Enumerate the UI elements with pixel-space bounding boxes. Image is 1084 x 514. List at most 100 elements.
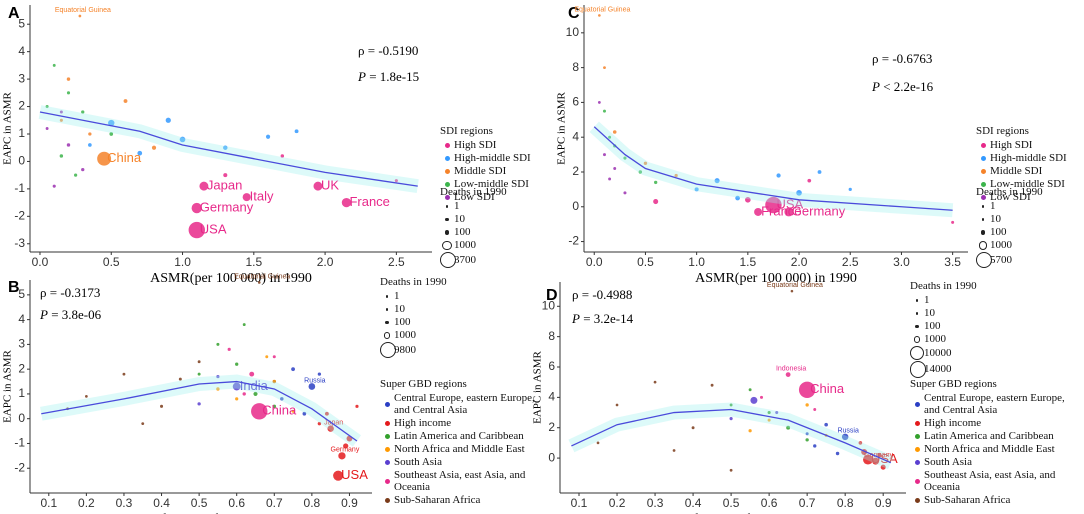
point	[848, 187, 852, 191]
point	[216, 387, 220, 391]
legend-title: SDI regions	[440, 125, 493, 137]
legend-dot	[384, 420, 390, 426]
size-dot	[913, 336, 921, 343]
trend-line	[39, 111, 418, 187]
point-label: Equatorial Guinea	[55, 7, 111, 14]
legend-title: SDI regions	[976, 125, 1029, 137]
legend-glyph	[380, 456, 394, 468]
x-tick-label: 0.6	[228, 496, 245, 510]
legend-glyph	[380, 417, 394, 429]
legend-glyph	[440, 191, 454, 203]
p-text: < 2.2e-16	[883, 79, 933, 94]
size-legend-item: 10	[976, 213, 1084, 225]
y-axis-title: EAPC in ASMR	[532, 350, 544, 423]
size-label: 1000	[990, 239, 1012, 251]
legend-glyph	[440, 139, 454, 151]
size-dot	[444, 230, 450, 235]
legend-item: Central Europe, eastern Europe, and Cent…	[380, 392, 550, 416]
legend-label: High SDI	[990, 139, 1033, 151]
point	[232, 382, 241, 391]
size-legend-item: 5700	[976, 252, 1084, 269]
size-label: 14000	[924, 363, 952, 376]
point-label: Russia	[837, 428, 859, 435]
legend-glyph	[976, 191, 990, 203]
point	[317, 372, 322, 376]
point	[66, 91, 71, 95]
size-dot	[980, 230, 986, 235]
point	[767, 418, 771, 422]
legend-glyph	[910, 456, 924, 468]
legend-label: Southeast Asia, east Asia, and Oceania	[924, 469, 1056, 493]
legend-dot	[384, 459, 390, 465]
size-glyph	[976, 226, 990, 238]
point	[355, 404, 359, 408]
point-label: Germany	[331, 447, 360, 454]
x-axis-title: Socio-demographic in 2019	[123, 512, 279, 514]
size-legend: Deaths in 1990 1 10 100 1000 9800	[380, 276, 550, 359]
legend-dot	[444, 168, 450, 174]
point	[672, 449, 676, 452]
size-legend-item: 14000	[910, 361, 1080, 378]
size-glyph	[380, 303, 394, 315]
y-tick-label: 0	[572, 199, 579, 213]
point	[612, 130, 617, 134]
point	[66, 143, 71, 147]
point	[165, 117, 171, 123]
point	[858, 441, 863, 445]
size-glyph	[910, 361, 927, 378]
point	[59, 154, 64, 158]
size-dot	[385, 320, 389, 325]
point	[341, 197, 352, 208]
size-dot	[385, 308, 389, 311]
size-label: 100	[454, 226, 471, 238]
x-tick-label: 2.0	[791, 255, 808, 269]
x-tick-label: 0.1	[40, 496, 57, 510]
legend-item: High SDI	[976, 139, 1084, 151]
size-glyph	[440, 239, 454, 251]
legend-label: Latin America and Caribbean	[924, 430, 1054, 442]
legend-label: Central Europe, eastern Europe, and Cent…	[924, 392, 1065, 416]
size-label: 10000	[924, 347, 952, 360]
size-label: 1000	[394, 329, 416, 341]
size-legend-title: Deaths in 1990	[380, 276, 447, 288]
legend-glyph	[910, 475, 924, 487]
p-text: = 3.2e-14	[583, 311, 633, 326]
size-legend: Deaths in 1990 1 10 100 1000 10000 14000	[910, 280, 1080, 379]
legend-dot	[444, 194, 450, 200]
legend-label: South Asia	[924, 456, 972, 468]
point-label: Indonesia	[776, 365, 806, 372]
y-tick-label: 6	[548, 359, 555, 373]
rho: ρ = -0.6763	[872, 51, 932, 66]
point	[199, 181, 209, 191]
point	[223, 145, 228, 150]
legend-label: High income	[394, 417, 452, 429]
point	[338, 452, 346, 460]
size-legend-title: Deaths in 1990	[976, 186, 1043, 198]
point	[81, 110, 85, 114]
point-label: Equatorial Guinea	[234, 273, 290, 280]
y-tick-label: 0	[18, 154, 25, 168]
legend-label: Middle SDI	[990, 165, 1043, 177]
trend-line	[41, 380, 358, 442]
point	[750, 396, 758, 404]
point	[317, 421, 322, 426]
legend-glyph	[976, 165, 990, 177]
point	[108, 119, 115, 127]
x-tick-label: 0.1	[571, 496, 588, 510]
group-legend: Super GBD regions Central Europe, eastern…	[910, 378, 1080, 507]
size-glyph	[440, 252, 457, 269]
size-dot	[440, 252, 457, 269]
point	[759, 395, 764, 399]
size-dot	[981, 205, 985, 208]
legend-dot	[980, 168, 986, 174]
size-glyph	[380, 290, 394, 302]
legend-dot	[384, 433, 390, 439]
size-legend-item: 100	[380, 316, 550, 328]
y-tick-label: -3	[14, 236, 25, 250]
legend-label: Low-middle SDI	[990, 178, 1065, 190]
point	[623, 191, 627, 195]
legend-item: Central Europe, eastern Europe, and Cent…	[910, 392, 1080, 416]
x-tick-label: 3.5	[944, 255, 961, 269]
point	[45, 105, 49, 109]
